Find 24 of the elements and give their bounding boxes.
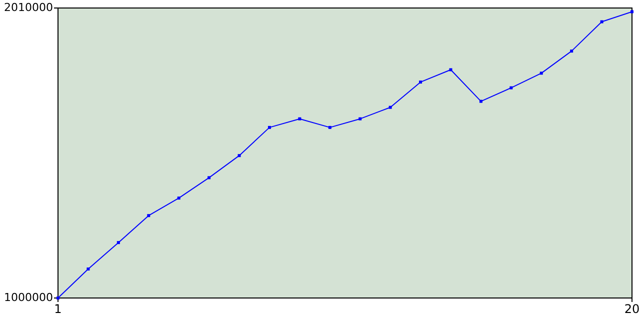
point (86, 268, 90, 270)
point (630, 10, 634, 14)
point (540, 72, 543, 75)
point (388, 106, 392, 109)
point (208, 176, 211, 180)
point (147, 214, 150, 218)
y-tick-label: 2010000 (4, 1, 53, 14)
point (116, 241, 120, 244)
point (479, 100, 482, 103)
point (298, 117, 302, 120)
point (268, 126, 271, 129)
point (358, 117, 362, 120)
point (238, 154, 241, 158)
x-tick-label: 1 (54, 302, 62, 316)
point (177, 196, 180, 200)
point (419, 80, 422, 84)
point (510, 86, 513, 90)
point (328, 126, 332, 129)
point (600, 20, 604, 24)
y-tick-label: 1000000 (4, 291, 53, 304)
point (449, 68, 452, 72)
point (570, 50, 574, 53)
x-tick-label: 20 (624, 302, 640, 316)
line-series (56, 10, 634, 300)
